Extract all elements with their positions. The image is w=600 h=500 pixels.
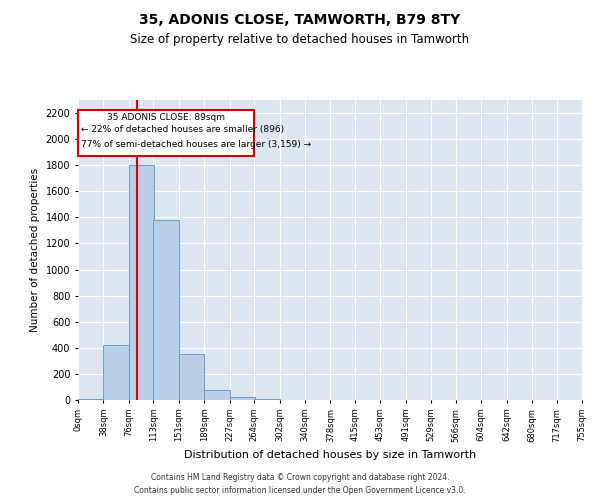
- X-axis label: Distribution of detached houses by size in Tamworth: Distribution of detached houses by size …: [184, 450, 476, 460]
- Bar: [254, 399, 280, 400]
- Bar: [204, 390, 230, 400]
- Bar: [78, 110, 254, 156]
- Bar: [103, 345, 129, 400]
- Bar: [129, 165, 154, 400]
- Text: Size of property relative to detached houses in Tamworth: Size of property relative to detached ho…: [130, 32, 470, 46]
- Text: ← 22% of detached houses are smaller (896): ← 22% of detached houses are smaller (89…: [80, 125, 284, 134]
- Bar: [179, 354, 204, 400]
- Bar: [154, 220, 179, 400]
- Y-axis label: Number of detached properties: Number of detached properties: [30, 168, 40, 332]
- Text: 77% of semi-detached houses are larger (3,159) →: 77% of semi-detached houses are larger (…: [80, 140, 311, 149]
- Bar: [230, 396, 255, 400]
- Text: Contains HM Land Registry data © Crown copyright and database right 2024.
Contai: Contains HM Land Registry data © Crown c…: [134, 474, 466, 495]
- Text: 35, ADONIS CLOSE, TAMWORTH, B79 8TY: 35, ADONIS CLOSE, TAMWORTH, B79 8TY: [139, 12, 461, 26]
- Text: 35 ADONIS CLOSE: 89sqm: 35 ADONIS CLOSE: 89sqm: [107, 113, 225, 122]
